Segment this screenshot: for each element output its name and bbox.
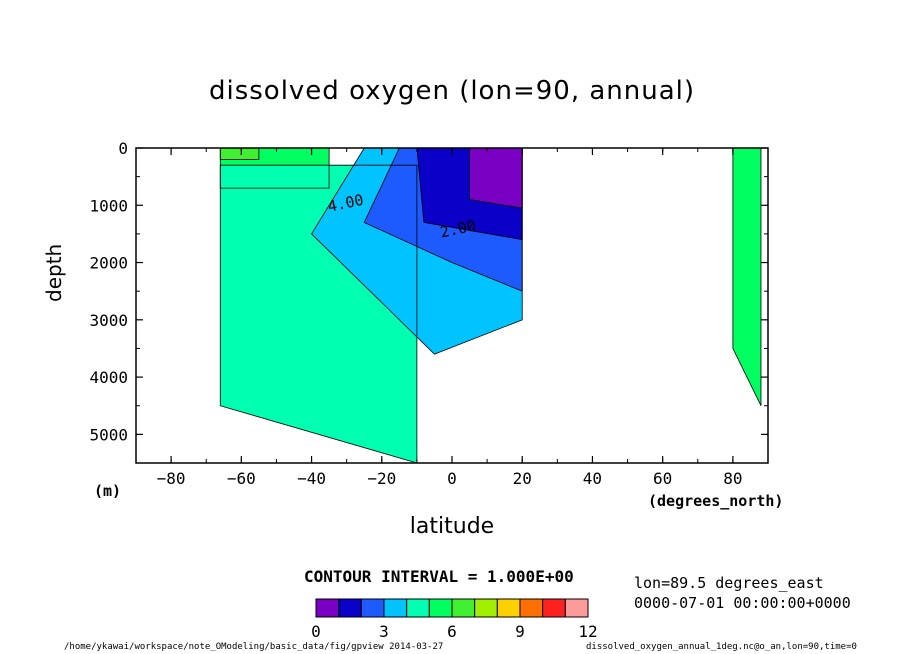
colorbar-swatch [315,598,340,618]
contour-region-6 [220,148,259,160]
y-tick-label: 5000 [89,425,128,444]
y-tick-label: 3000 [89,311,128,330]
colorbar-tick-label: 0 [311,622,321,641]
y-tick-label: 2000 [89,254,128,273]
contour-region-5 [469,148,523,209]
contour-regions [220,148,761,463]
x-axis-label: latitude [409,514,495,539]
y-tick-label: 4000 [89,368,128,387]
y-tick-label: 0 [118,139,128,158]
colorbar-tick-label: 12 [578,622,597,641]
colorbar-swatch [519,598,544,618]
colorbar-swatch [474,598,498,618]
x-axis-unit: (degrees_north) [648,492,784,510]
contour-region-7 [732,148,761,406]
colorbar-swatch [428,598,453,618]
x-tick-label: 0 [447,469,457,488]
colorbar-tick-label: 9 [515,622,525,641]
x-tick-label: 40 [583,469,602,488]
x-tick-label: −80 [157,469,186,488]
x-tick-label: 60 [653,469,672,488]
time-info: 0000-07-01 00:00:00+0000 [634,594,851,612]
colorbar-swatch [451,598,476,618]
colorbar-swatch [496,598,521,618]
footer-file: dissolved_oxygen_annual_1deg.nc@o_an,lon… [586,642,857,652]
contour-interval-text: CONTOUR INTERVAL = 1.000E+00 [304,567,574,586]
y-axis-unit: (m) [94,482,122,500]
x-tick-label: 20 [513,469,532,488]
colorbar-swatch [406,598,430,618]
x-tick-label: −40 [297,469,326,488]
colorbar-swatch [383,598,408,618]
x-tick-label: −20 [367,469,396,488]
footer-path: /home/ykawai/workspace/note_OModeling/ba… [64,642,444,652]
y-axis-ticks: 0 1000 2000 3000 4000 5000 [89,139,768,444]
colorbar-tick-label: 6 [447,622,457,641]
colorbar-tick-label: 3 [379,622,389,641]
y-tick-label: 1000 [89,196,128,215]
colorbar-swatch [360,598,385,618]
colorbar: 0 3 6 9 12 [311,598,598,641]
longitude-info: lon=89.5 degrees_east [634,574,824,592]
colorbar-swatch [338,598,362,618]
x-tick-label: −60 [227,469,256,488]
x-tick-label: 80 [723,469,742,488]
colorbar-swatch [564,598,589,618]
chart-title: dissolved oxygen (lon=90, annual) [208,76,696,106]
x-axis-ticks: −80 −60 −40 −20 0 20 40 60 80 [135,148,769,488]
colorbar-swatch [542,598,566,618]
